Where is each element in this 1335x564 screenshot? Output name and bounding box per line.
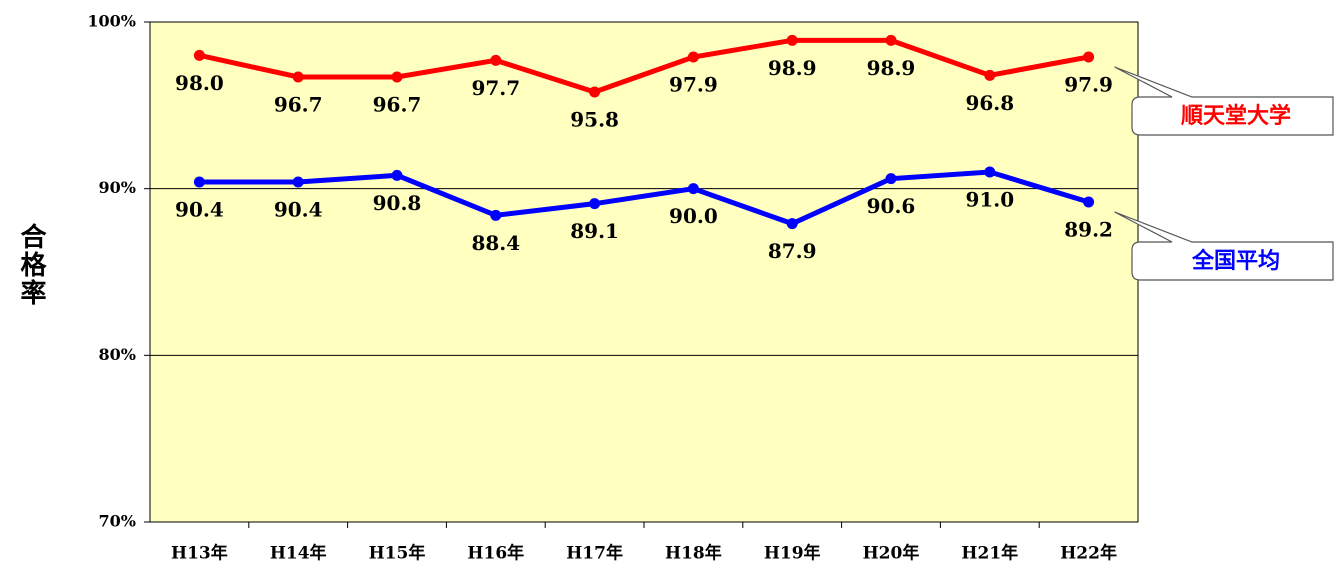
data-label: 88.4 — [471, 231, 520, 255]
x-tick-label: H17年 — [566, 543, 623, 564]
data-label: 97.9 — [1064, 73, 1113, 97]
y-tick-label: 80% — [99, 345, 136, 364]
series-line — [199, 169, 1090, 227]
legend-callout — [1114, 66, 1334, 136]
x-tick-label: H13年 — [171, 543, 228, 564]
data-label: 87.9 — [768, 239, 817, 263]
legend-callout — [1114, 211, 1334, 281]
data-point — [589, 86, 601, 98]
data-point — [490, 209, 502, 221]
data-label: 90.4 — [274, 198, 323, 222]
data-point — [391, 169, 403, 181]
data-label: 98.9 — [867, 56, 916, 80]
data-label: 90.6 — [867, 194, 916, 218]
data-label: 91.0 — [965, 188, 1014, 212]
x-tick-label: H14年 — [270, 543, 327, 564]
data-point — [193, 176, 205, 188]
y-tick-label: 70% — [99, 512, 136, 531]
y-tick-label: 90% — [99, 178, 136, 197]
data-point — [984, 166, 996, 178]
data-point — [687, 183, 699, 195]
data-point — [885, 173, 897, 185]
data-point — [885, 34, 897, 46]
x-tick-label: H22年 — [1060, 543, 1117, 564]
data-point — [786, 218, 798, 230]
data-point — [984, 69, 996, 81]
data-label: 90.4 — [175, 198, 224, 222]
data-label: 90.8 — [373, 191, 422, 215]
data-label: 89.2 — [1064, 218, 1113, 242]
data-point — [193, 49, 205, 61]
x-tick-label: H16年 — [467, 543, 524, 564]
data-point — [687, 51, 699, 63]
data-point — [1083, 51, 1095, 63]
plot-area — [149, 21, 1139, 523]
y-tick-label: 100% — [87, 12, 136, 31]
y-axis-label: 合格率 — [16, 222, 46, 307]
data-label: 96.7 — [274, 93, 323, 117]
data-point — [292, 176, 304, 188]
data-label: 97.9 — [669, 73, 718, 97]
data-label: 97.7 — [471, 76, 520, 100]
x-tick-label: H15年 — [369, 543, 426, 564]
data-label: 96.7 — [373, 93, 422, 117]
x-tick-label: H19年 — [764, 543, 821, 564]
legend-label: 順天堂大学 — [1181, 103, 1291, 129]
data-point — [391, 71, 403, 83]
series-line — [198, 37, 1090, 95]
data-label: 95.8 — [570, 108, 619, 132]
data-point — [1083, 196, 1095, 208]
data-point — [292, 71, 304, 83]
data-label: 96.8 — [965, 91, 1014, 115]
data-label: 90.0 — [669, 204, 718, 228]
data-label: 98.0 — [175, 71, 224, 95]
data-point — [490, 54, 502, 66]
data-label: 98.9 — [768, 56, 817, 80]
data-label: 89.1 — [570, 219, 619, 243]
x-tick-label: H21年 — [961, 543, 1018, 564]
x-tick-label: H18年 — [665, 543, 722, 564]
data-point — [786, 34, 798, 46]
x-tick-label: H20年 — [863, 543, 920, 564]
data-point — [589, 198, 601, 210]
legend-label: 全国平均 — [1191, 248, 1280, 274]
